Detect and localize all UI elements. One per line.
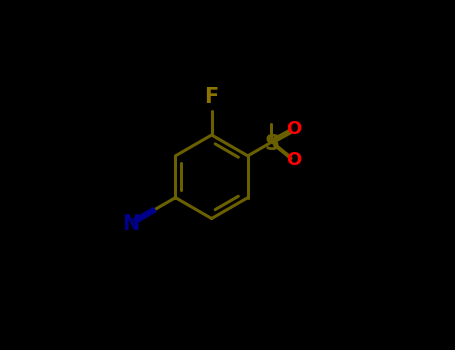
Text: F: F (204, 87, 219, 107)
Text: O: O (286, 120, 301, 138)
Text: N: N (122, 214, 139, 234)
Text: S: S (264, 134, 279, 154)
Text: O: O (286, 151, 301, 169)
